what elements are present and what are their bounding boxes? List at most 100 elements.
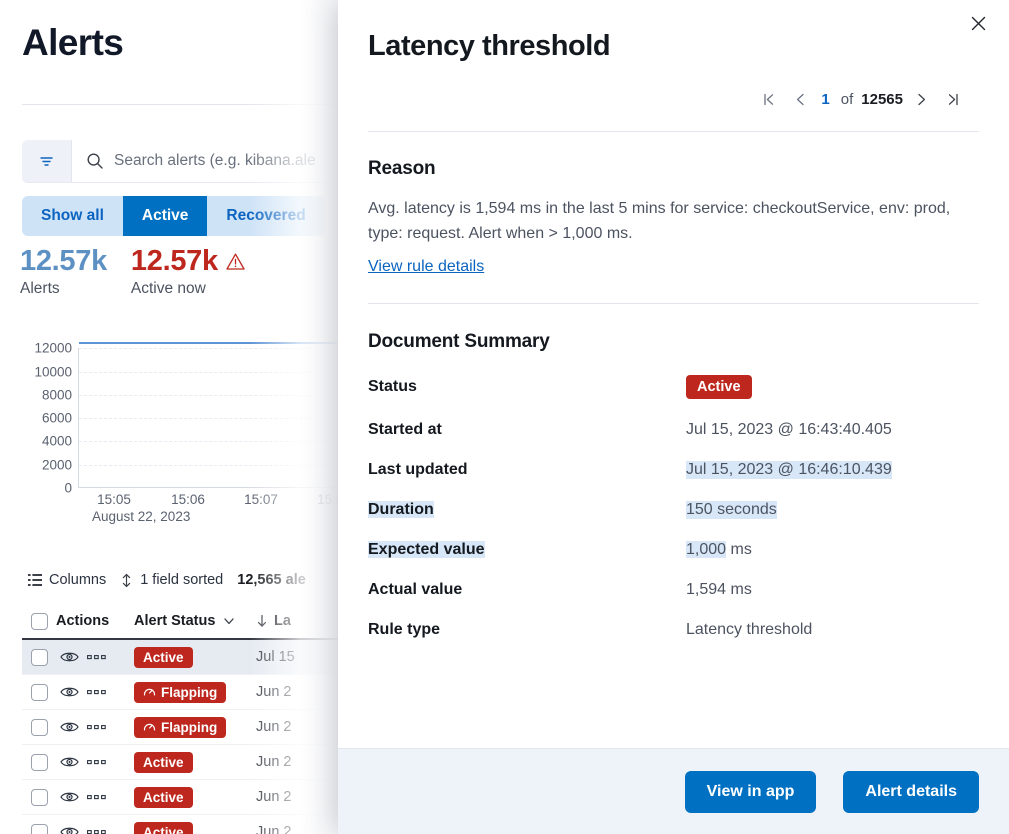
stat-active-now: 12.57k Active now (131, 246, 246, 298)
sort-icon (120, 573, 133, 588)
section-divider (368, 303, 979, 304)
column-header-alert-status[interactable]: Alert Status (134, 613, 256, 629)
chevron-right-icon[interactable] (907, 85, 935, 113)
summary-field-rule-type: Rule type Latency threshold (368, 621, 979, 639)
field-label: Expected value (368, 541, 485, 558)
y-tick-0: 0 (64, 480, 72, 496)
view-in-app-button[interactable]: View in app (684, 770, 817, 813)
page-title: Alerts (22, 22, 124, 63)
close-icon[interactable] (961, 6, 995, 40)
chart-x-date-label: August 22, 2023 (92, 509, 191, 524)
row-checkbox[interactable] (22, 753, 56, 771)
sort-label: 1 field sorted (140, 572, 224, 588)
alert-count-label: 12,565 ale (237, 572, 306, 588)
status-badge: Active (134, 786, 193, 808)
alert-details-button[interactable]: Alert details (843, 770, 979, 813)
field-value: Latency threshold (686, 621, 813, 638)
field-value: Jul 15, 2023 @ 16:46:10.439 (686, 461, 892, 479)
row-actions[interactable] (56, 685, 134, 699)
filter-show-all[interactable]: Show all (22, 196, 123, 236)
more-actions-icon[interactable] (87, 689, 106, 695)
summary-field-started-at: Started at Jul 15, 2023 @ 16:43:40.405 (368, 421, 979, 439)
columns-label: Columns (49, 572, 107, 588)
field-value: Active (686, 375, 752, 399)
chevron-down-icon[interactable] (223, 615, 235, 627)
flyout-header-divider (368, 131, 979, 132)
row-status: Active (134, 646, 256, 668)
field-label: Started at (368, 421, 442, 438)
row-status: Flapping (134, 681, 256, 703)
select-all-checkbox[interactable] (22, 612, 56, 630)
sort-button[interactable]: 1 field sorted (120, 572, 223, 588)
document-summary-heading: Document Summary (368, 331, 550, 352)
search-placeholder: Search alerts (e.g. kibana.ale (114, 152, 316, 169)
view-details-icon[interactable] (60, 650, 79, 664)
field-value-unit: ms (726, 541, 752, 558)
view-details-icon[interactable] (60, 825, 79, 834)
status-badge: Active (134, 821, 193, 834)
stat-alerts-label: Alerts (20, 280, 60, 298)
row-actions[interactable] (56, 790, 134, 804)
more-actions-icon[interactable] (87, 724, 106, 730)
filter-active[interactable]: Active (122, 196, 208, 236)
row-checkbox[interactable] (22, 648, 56, 666)
status-badge: Active (134, 751, 193, 773)
y-tick-6000: 6000 (41, 410, 72, 426)
x-tick-1506: 15:06 (171, 492, 205, 507)
y-tick-12000: 12000 (34, 340, 72, 356)
flyout-body: Reason Avg. latency is 1,594 ms in the l… (338, 132, 1009, 748)
stat-active-now-value: 12.57k (130, 245, 218, 277)
field-label: Status (368, 378, 417, 395)
row-actions[interactable] (56, 755, 134, 769)
first-page-icon[interactable] (754, 85, 782, 113)
view-details-icon[interactable] (60, 755, 79, 769)
sort-desc-arrow-icon (256, 614, 268, 628)
grid-toolbar: Columns 1 field sorted 12,565 ale (28, 572, 306, 588)
view-rule-details-link[interactable]: View rule details (368, 258, 485, 275)
view-details-icon[interactable] (60, 790, 79, 804)
columns-button[interactable]: Columns (28, 572, 106, 588)
field-value-number: 1,000 (686, 541, 727, 558)
more-actions-icon[interactable] (87, 794, 106, 800)
chart-y-axis: 0 2000 4000 6000 8000 10000 12000 (14, 338, 72, 496)
alert-stats: 12.57k Alerts 12.57k Active now (20, 246, 246, 298)
row-status: Active (134, 786, 256, 808)
last-page-icon[interactable] (939, 85, 967, 113)
status-badge: Flapping (134, 681, 227, 703)
row-actions[interactable] (56, 825, 134, 834)
row-actions[interactable] (56, 650, 134, 664)
y-tick-8000: 8000 (41, 387, 72, 403)
summary-field-duration: Duration 150 seconds (368, 501, 979, 519)
more-actions-icon[interactable] (87, 759, 106, 765)
columns-icon (28, 573, 42, 587)
row-status: Active (134, 821, 256, 834)
filter-recovered[interactable]: Recovered (207, 196, 325, 236)
total-pages: 12565 (861, 90, 903, 108)
flyout-pagination: 1 of 12565 (368, 85, 979, 113)
reason-heading: Reason (368, 158, 436, 179)
more-actions-icon[interactable] (87, 654, 106, 660)
y-tick-10000: 10000 (34, 364, 72, 379)
current-page: 1 (821, 90, 830, 108)
stat-alerts: 12.57k Alerts (20, 246, 107, 298)
row-checkbox[interactable] (22, 683, 56, 701)
chevron-left-icon[interactable] (786, 85, 814, 113)
row-status: Flapping (134, 716, 256, 738)
search-icon (86, 152, 104, 170)
row-status: Active (134, 751, 256, 773)
field-label: Rule type (368, 621, 441, 638)
column-header-actions: Actions (56, 613, 110, 629)
more-actions-icon[interactable] (87, 829, 106, 834)
status-badge: Flapping (134, 716, 227, 738)
pagination-of-label: of (840, 90, 854, 108)
flapping-gauge-icon (143, 721, 156, 734)
row-checkbox[interactable] (22, 788, 56, 806)
row-checkbox[interactable] (22, 718, 56, 736)
view-details-icon[interactable] (60, 685, 79, 699)
status-filter-group[interactable]: Show all Active Recovered (22, 196, 325, 236)
view-details-icon[interactable] (60, 720, 79, 734)
row-checkbox[interactable] (22, 823, 56, 834)
filter-icon[interactable] (22, 140, 72, 182)
row-actions[interactable] (56, 720, 134, 734)
